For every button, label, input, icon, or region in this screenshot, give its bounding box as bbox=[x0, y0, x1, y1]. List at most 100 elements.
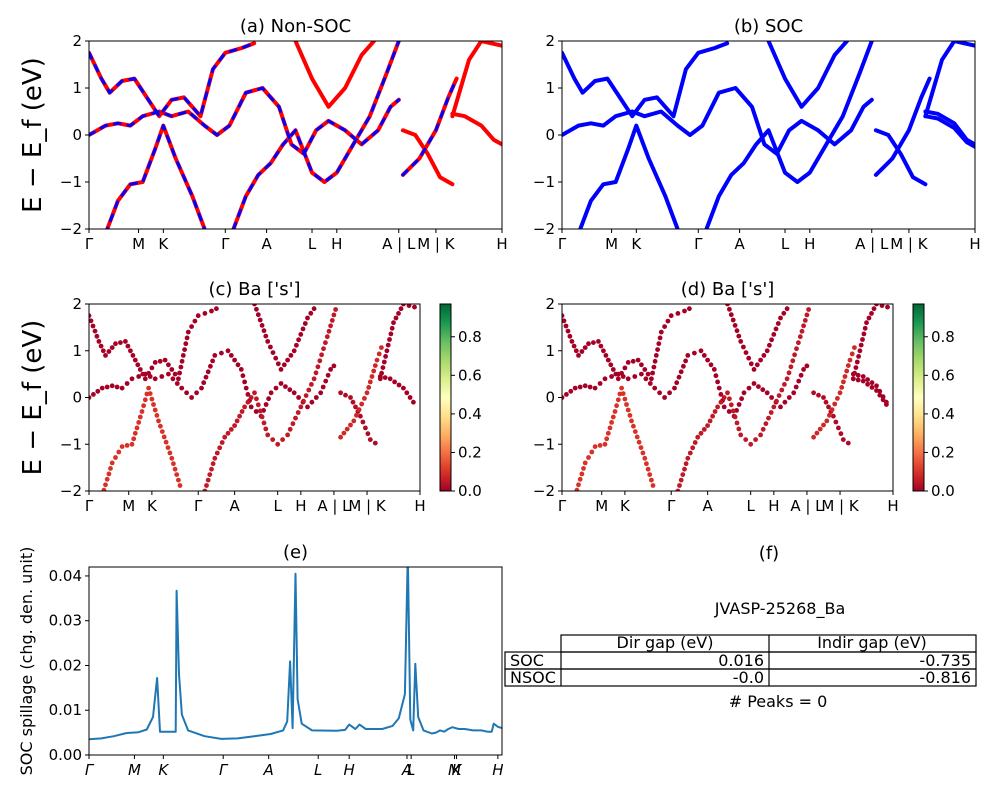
scatter-point bbox=[234, 418, 240, 424]
scatter-point bbox=[157, 358, 163, 364]
y-tick-label: 1 bbox=[545, 79, 555, 97]
scatter-point bbox=[771, 404, 777, 410]
scatter-point bbox=[176, 477, 181, 483]
x-tick-label: M bbox=[595, 497, 608, 515]
scatter-point bbox=[619, 385, 624, 391]
series-line bbox=[293, 41, 376, 109]
x-tick-label: A bbox=[401, 761, 412, 779]
scatter-point bbox=[602, 441, 608, 447]
scatter-point bbox=[855, 372, 861, 378]
scatter-point bbox=[587, 384, 593, 390]
scatter-point bbox=[658, 329, 664, 335]
scatter-point bbox=[629, 418, 634, 424]
scatter-point bbox=[563, 323, 569, 329]
x-tick-label: K bbox=[147, 497, 158, 515]
scatter-point bbox=[644, 461, 649, 467]
scatter-point bbox=[734, 420, 740, 426]
scatter-point bbox=[104, 476, 110, 482]
scatter-point bbox=[852, 370, 857, 376]
scatter-point bbox=[275, 441, 281, 447]
x-tick-label: Γ bbox=[221, 235, 230, 253]
scatter-point bbox=[647, 381, 653, 386]
scatter-point bbox=[778, 315, 783, 321]
scatter-point bbox=[562, 395, 565, 400]
scatter-point bbox=[567, 333, 573, 339]
scatter-point bbox=[106, 349, 112, 354]
scatter-point bbox=[710, 413, 715, 419]
colorbar-tick-label: 0.8 bbox=[931, 328, 955, 346]
x-tick-label: H bbox=[804, 235, 815, 253]
scatter-point bbox=[854, 359, 860, 365]
scatter-point bbox=[662, 324, 667, 329]
scatter-point bbox=[380, 365, 386, 370]
x-tick-label: H bbox=[768, 497, 779, 515]
scatter-point bbox=[682, 308, 687, 314]
scatter-point bbox=[797, 334, 803, 340]
scatter-point bbox=[730, 408, 736, 414]
y-axis-label: E − E_f (eV) bbox=[18, 57, 48, 213]
scatter-point bbox=[194, 390, 200, 396]
panel-title: (d) Ba ['s'] bbox=[681, 279, 775, 300]
scatter-point bbox=[95, 388, 101, 394]
series-line bbox=[450, 41, 502, 119]
scatter-point bbox=[725, 390, 730, 396]
scatter-point bbox=[586, 341, 591, 347]
scatter-point bbox=[179, 385, 185, 391]
scatter-point bbox=[690, 445, 696, 451]
scatter-point bbox=[209, 308, 214, 314]
scatter-point bbox=[195, 313, 201, 319]
scatter-point bbox=[149, 396, 155, 402]
scatter-point bbox=[695, 434, 701, 440]
y-tick-label: 1 bbox=[545, 342, 555, 360]
scatter-point bbox=[609, 374, 614, 379]
scatter-point bbox=[287, 426, 293, 432]
plot-area bbox=[89, 41, 502, 229]
scatter-point bbox=[98, 343, 104, 349]
scatter-point bbox=[205, 477, 211, 483]
scatter-point bbox=[177, 370, 183, 376]
scatter-point bbox=[680, 472, 686, 477]
scatter-point bbox=[836, 425, 841, 431]
table-cell: 0.016 bbox=[718, 651, 764, 670]
scatter-point bbox=[152, 376, 158, 382]
scatter-point bbox=[642, 455, 648, 461]
scatter-point bbox=[151, 402, 156, 407]
scatter-point bbox=[675, 488, 681, 491]
scatter-point bbox=[290, 421, 296, 427]
scatter-point bbox=[204, 483, 209, 488]
x-tick-label: K bbox=[158, 235, 169, 253]
scatter-point bbox=[756, 384, 761, 389]
scatter-point bbox=[736, 426, 742, 432]
scatter-point bbox=[763, 421, 769, 427]
scatter-point bbox=[683, 358, 688, 364]
scatter-point bbox=[163, 439, 169, 445]
series-line bbox=[766, 41, 849, 109]
x-tick-label: H bbox=[496, 235, 507, 253]
scatter-point bbox=[579, 349, 585, 354]
scatter-point bbox=[263, 333, 269, 339]
scatter-point bbox=[869, 311, 874, 316]
scatter-point bbox=[649, 477, 654, 483]
scatter-point bbox=[214, 450, 220, 456]
scatter-point bbox=[367, 437, 373, 442]
scatter-point bbox=[401, 304, 406, 307]
scatter-point bbox=[109, 383, 115, 389]
scatter-point bbox=[270, 350, 276, 355]
scatter-point bbox=[879, 304, 885, 308]
scatter-point bbox=[169, 455, 175, 461]
colorbar-tick-label: 0.0 bbox=[931, 482, 955, 500]
scatter-point bbox=[634, 434, 640, 440]
scatter-point bbox=[630, 358, 636, 364]
series-line bbox=[400, 128, 455, 187]
scatter-point bbox=[741, 344, 746, 350]
x-tick-label: L bbox=[746, 497, 755, 515]
series-line bbox=[105, 124, 207, 229]
scatter-point bbox=[303, 393, 309, 398]
scatter-point bbox=[383, 354, 388, 359]
scatter-point bbox=[712, 409, 718, 414]
axes-frame bbox=[88, 566, 503, 756]
series-line bbox=[923, 41, 975, 119]
scatter-point bbox=[210, 461, 216, 467]
scatter-point bbox=[329, 318, 335, 323]
